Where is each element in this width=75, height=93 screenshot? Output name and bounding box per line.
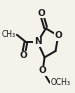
Text: O: O bbox=[39, 66, 46, 75]
Text: O: O bbox=[19, 51, 27, 60]
Text: O: O bbox=[38, 9, 45, 18]
Text: OCH₃: OCH₃ bbox=[50, 78, 70, 87]
Text: O: O bbox=[54, 31, 62, 40]
Text: CH₃: CH₃ bbox=[2, 30, 16, 39]
Text: N: N bbox=[34, 37, 41, 46]
